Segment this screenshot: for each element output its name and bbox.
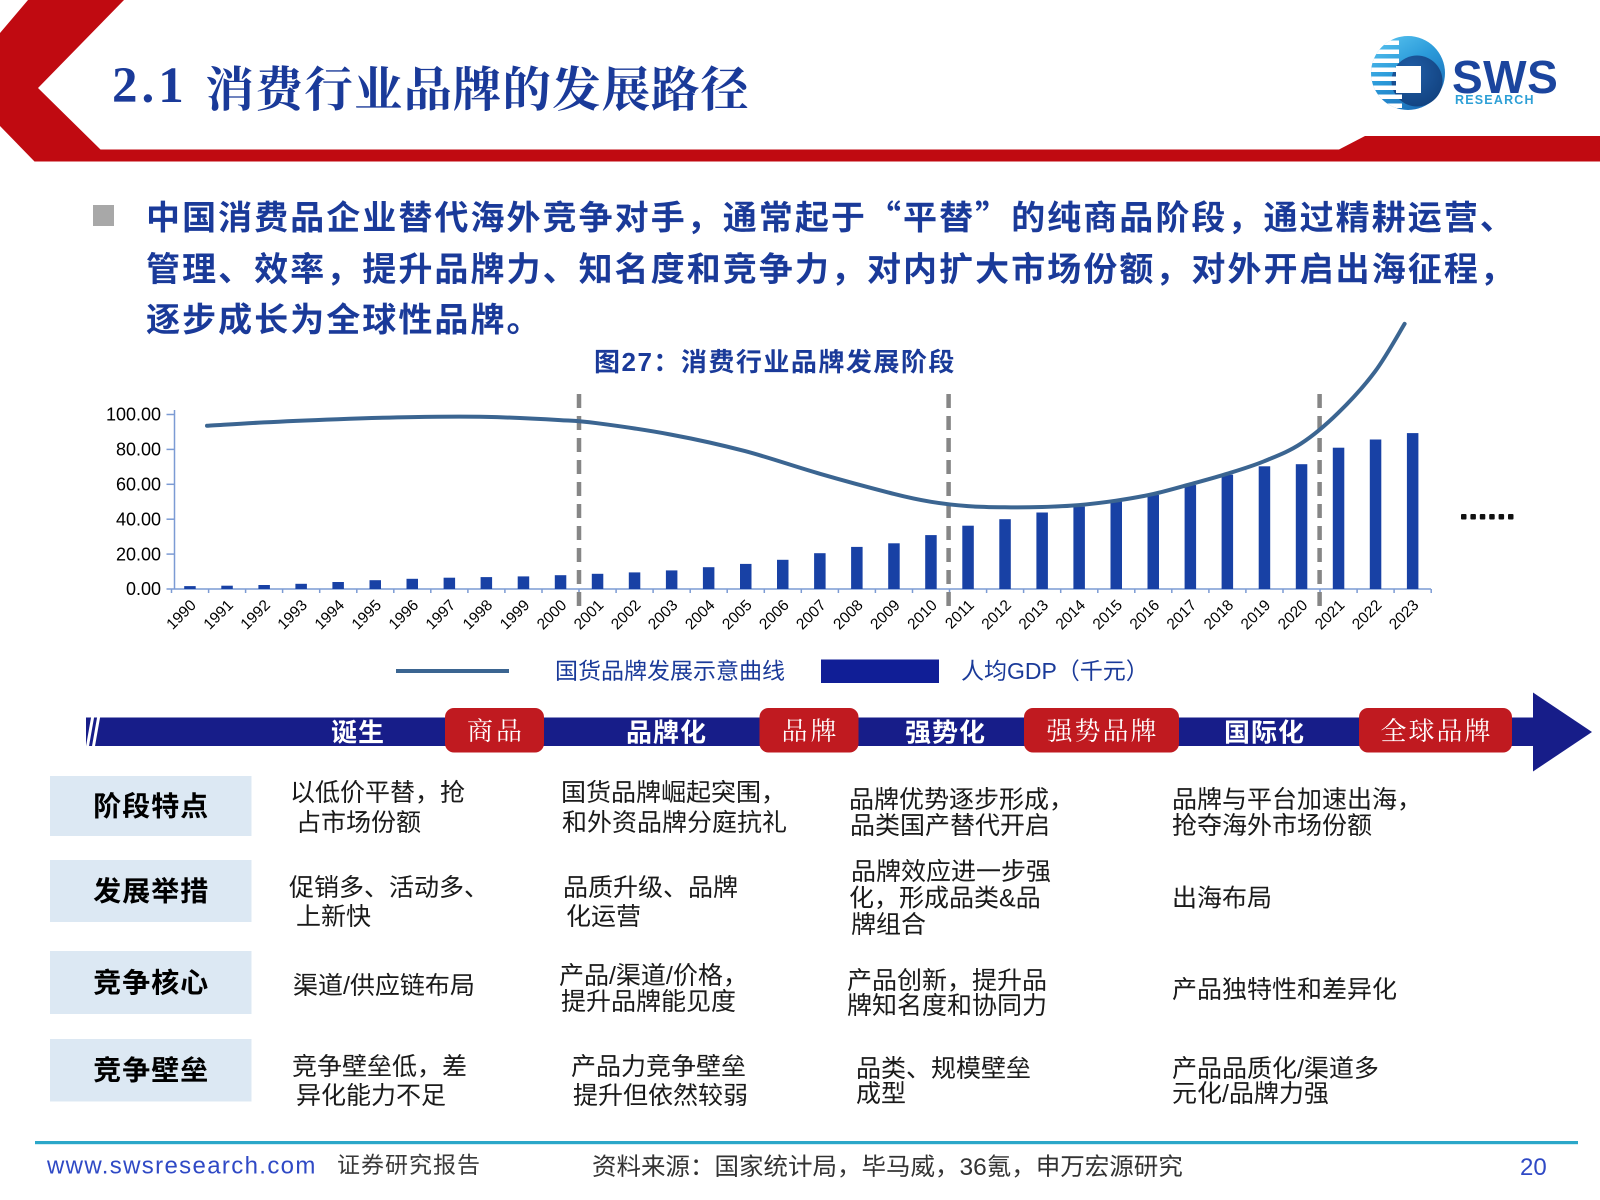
svg-text:2015: 2015 [1090,597,1126,633]
svg-text:/: / [666,962,673,990]
svg-text:2023: 2023 [1386,597,1422,633]
svg-text:1995: 1995 [349,597,385,633]
svg-text:1997: 1997 [423,597,459,633]
svg-text:2013: 2013 [1016,597,1052,633]
svg-text:2.1: 2.1 [112,58,188,114]
svg-text:2005: 2005 [719,597,755,633]
svg-text:2001: 2001 [571,597,607,633]
svg-text:1998: 1998 [460,597,496,633]
svg-text:GDP: GDP [1007,658,1057,684]
svg-text:1993: 1993 [275,597,311,633]
svg-text:1992: 1992 [238,597,274,633]
svg-text:www.swsresearch.com: www.swsresearch.com [46,1153,317,1180]
svg-text:1994: 1994 [312,597,349,634]
svg-text:2008: 2008 [830,597,866,633]
svg-text:1991: 1991 [201,597,237,633]
svg-text:2010: 2010 [904,597,941,634]
svg-text:2012: 2012 [979,597,1015,633]
svg-text:27: 27 [622,347,654,377]
svg-text:100.00: 100.00 [106,405,161,425]
svg-text:60.00: 60.00 [116,475,161,495]
svg-text:2002: 2002 [608,597,644,633]
svg-text:2007: 2007 [793,597,829,633]
svg-text:1990: 1990 [163,597,200,634]
svg-text:2006: 2006 [756,597,792,633]
svg-text:2017: 2017 [1164,597,1200,633]
svg-text:RESEARCH: RESEARCH [1455,93,1535,107]
svg-text:36: 36 [960,1154,987,1181]
svg-text:/: / [1222,1080,1229,1108]
svg-text:2016: 2016 [1127,597,1163,633]
svg-text:/: / [609,962,616,990]
svg-text:2003: 2003 [645,597,681,633]
svg-text:20: 20 [1520,1154,1547,1181]
svg-text:40.00: 40.00 [116,509,161,529]
svg-text:0.00: 0.00 [126,579,161,599]
svg-text:/: / [343,972,350,1000]
svg-text:2020: 2020 [1275,597,1312,634]
svg-text:SWS: SWS [1452,51,1558,103]
svg-text:2018: 2018 [1201,597,1237,633]
svg-text:2014: 2014 [1053,597,1090,634]
svg-text:2009: 2009 [867,597,903,633]
svg-text:20.00: 20.00 [116,544,161,564]
svg-text:1996: 1996 [386,597,422,633]
svg-text:2004: 2004 [682,597,719,634]
svg-text:2022: 2022 [1349,597,1385,633]
svg-text:80.00: 80.00 [116,440,161,460]
svg-text:&: & [999,885,1016,913]
svg-text:2000: 2000 [534,597,571,634]
svg-text:2019: 2019 [1238,597,1274,633]
svg-text:1999: 1999 [497,597,533,633]
svg-text:/: / [1297,1055,1304,1083]
